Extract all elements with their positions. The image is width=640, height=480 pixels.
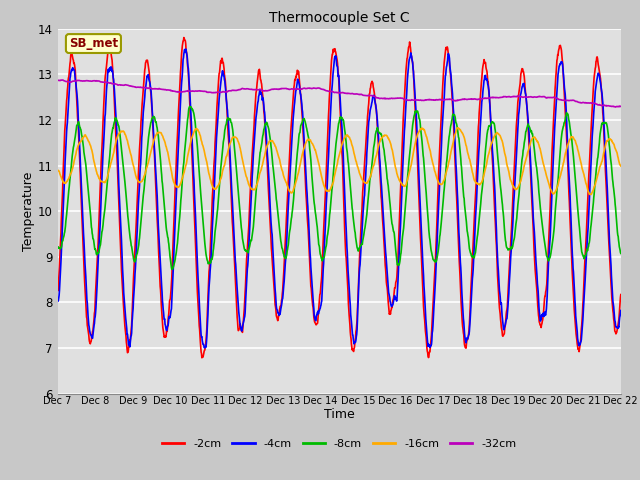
Y-axis label: Temperature: Temperature bbox=[22, 171, 35, 251]
-8cm bbox=[120, 170, 128, 176]
-8cm bbox=[375, 129, 383, 135]
-4cm bbox=[316, 308, 323, 313]
-32cm bbox=[59, 77, 67, 83]
-2cm bbox=[375, 151, 383, 156]
Text: SB_met: SB_met bbox=[69, 37, 118, 50]
-16cm bbox=[374, 144, 382, 150]
-32cm bbox=[54, 77, 61, 83]
-32cm bbox=[374, 95, 382, 101]
-2cm bbox=[617, 292, 625, 298]
Line: -8cm: -8cm bbox=[58, 107, 621, 269]
-16cm bbox=[314, 159, 322, 165]
-16cm bbox=[120, 129, 128, 135]
-8cm bbox=[168, 266, 175, 272]
-4cm bbox=[294, 79, 301, 84]
-32cm bbox=[120, 82, 128, 88]
Title: Thermocouple Set C: Thermocouple Set C bbox=[269, 11, 410, 25]
-32cm bbox=[293, 86, 301, 92]
-32cm bbox=[315, 85, 323, 91]
-16cm bbox=[305, 137, 312, 143]
-8cm bbox=[316, 242, 323, 248]
-4cm bbox=[54, 299, 61, 304]
-16cm bbox=[617, 163, 625, 169]
-4cm bbox=[182, 46, 189, 52]
-16cm bbox=[97, 179, 105, 184]
-8cm bbox=[54, 245, 61, 251]
-8cm bbox=[617, 251, 625, 256]
-8cm bbox=[97, 236, 105, 241]
-16cm bbox=[54, 167, 61, 173]
-2cm bbox=[54, 287, 61, 293]
X-axis label: Time: Time bbox=[324, 408, 355, 421]
-4cm bbox=[201, 345, 209, 351]
Line: -32cm: -32cm bbox=[58, 80, 621, 107]
Line: -4cm: -4cm bbox=[58, 49, 621, 348]
-16cm bbox=[588, 192, 595, 197]
-4cm bbox=[617, 308, 625, 313]
-4cm bbox=[97, 193, 105, 199]
-32cm bbox=[98, 79, 106, 85]
-8cm bbox=[186, 104, 194, 109]
-16cm bbox=[454, 125, 462, 131]
-4cm bbox=[120, 295, 128, 301]
-2cm bbox=[294, 67, 301, 73]
-8cm bbox=[305, 138, 313, 144]
-2cm bbox=[120, 312, 128, 318]
Legend: -2cm, -4cm, -8cm, -16cm, -32cm: -2cm, -4cm, -8cm, -16cm, -32cm bbox=[157, 435, 521, 454]
-2cm bbox=[305, 245, 313, 251]
-16cm bbox=[292, 177, 300, 183]
-32cm bbox=[617, 104, 625, 109]
-2cm bbox=[198, 355, 205, 360]
-32cm bbox=[612, 104, 620, 110]
-4cm bbox=[375, 139, 383, 145]
Line: -16cm: -16cm bbox=[58, 128, 621, 194]
-2cm bbox=[316, 301, 323, 307]
-2cm bbox=[180, 35, 188, 40]
-8cm bbox=[294, 150, 301, 156]
-4cm bbox=[305, 226, 313, 232]
-32cm bbox=[305, 85, 312, 91]
-2cm bbox=[97, 159, 105, 165]
Line: -2cm: -2cm bbox=[58, 37, 621, 358]
